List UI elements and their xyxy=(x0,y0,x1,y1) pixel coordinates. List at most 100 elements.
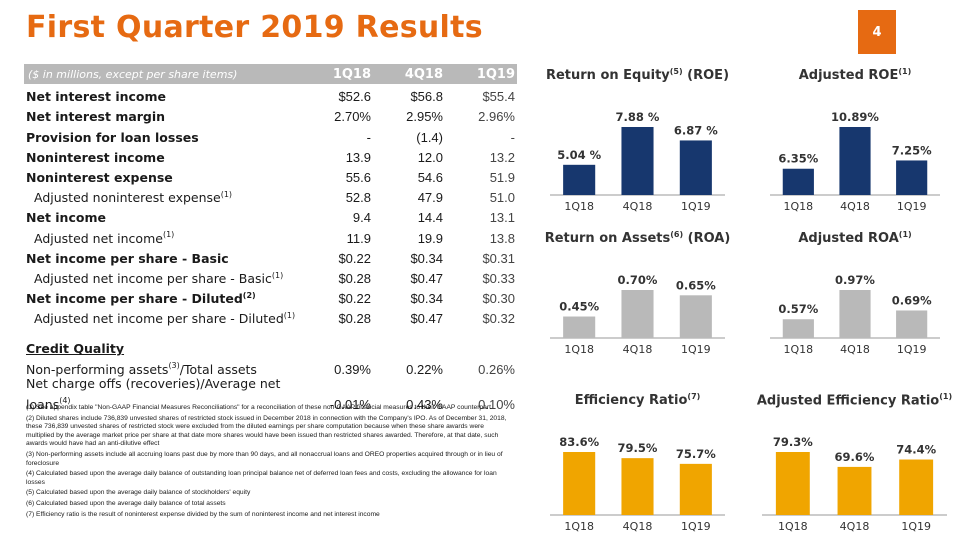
bar xyxy=(563,164,596,195)
row-label: Net charge offs (recoveries)/Average net… xyxy=(24,375,301,412)
credit-quality-heading: Credit Quality xyxy=(24,336,517,356)
table-row: Adjusted noninterest expense(1) 52.8 47.9 5… xyxy=(24,185,517,205)
footnote-ref: (5) xyxy=(669,67,683,76)
cell-value: 0.22% xyxy=(406,361,443,377)
cell-value: 2.96% xyxy=(478,109,515,125)
chart-title-text: Adjusted Efficiency Ratio xyxy=(756,393,940,409)
cell-value: $0.34 xyxy=(410,291,443,307)
cell-value: 51.0 xyxy=(489,190,515,206)
chart-title-text: Efficiency Ratio xyxy=(574,393,688,409)
bar xyxy=(621,290,654,338)
cell-value: 13.2 xyxy=(489,149,515,165)
page-title: First Quarter 2019 Results xyxy=(26,10,483,45)
cell-value: - xyxy=(366,129,371,145)
bar xyxy=(621,127,654,195)
cell-value: - xyxy=(510,129,515,145)
row-label: Net income xyxy=(24,210,301,225)
col-header-1q19: 1Q19 xyxy=(476,66,515,82)
tick-label: 1Q19 xyxy=(897,343,927,356)
cell-value: $0.22 xyxy=(338,291,371,307)
table-body: Net interest income $52.6 $56.8 $55.4 Net in… xyxy=(24,84,517,413)
footnote: (4) Calculated based upon the average da… xyxy=(26,470,497,486)
cell-value: 13.8 xyxy=(489,230,515,246)
cell-value: $0.32 xyxy=(482,311,515,327)
chart-adjusted-efficiency-ratio: Adjusted Efficiency Ratio(1) 79.3% 1Q18 69.… xyxy=(752,392,957,537)
row-label: Net interest income xyxy=(24,89,301,104)
data-label: 74.4% xyxy=(896,443,936,457)
data-label: 10.89% xyxy=(831,110,879,124)
row-label-text: Adjusted net income xyxy=(34,230,163,246)
footnote-ref: (1) xyxy=(898,230,912,239)
bar xyxy=(839,290,871,338)
cell-value: $52.6 xyxy=(338,89,371,105)
cell-value: 52.8 xyxy=(345,190,371,206)
data-label: 0.69% xyxy=(892,293,932,307)
bar xyxy=(839,127,871,195)
row-label: Adjusted net income(1) xyxy=(24,230,301,245)
footnote-ref: (7) xyxy=(687,392,701,401)
row-label-text: Net income per share - Diluted xyxy=(26,291,243,307)
row-label-text: Adjusted net income per share - Basic xyxy=(34,270,272,286)
cell-value: 55.6 xyxy=(345,169,371,185)
cell-value: 9.4 xyxy=(352,210,371,226)
col-header-1q18: 1Q18 xyxy=(332,66,371,82)
cell-value: 0.10% xyxy=(478,396,515,412)
footnote: (7) Efficiency ratio is the result of no… xyxy=(26,510,380,518)
row-label: Net income per share - Diluted(2) xyxy=(24,291,301,306)
row-label: Net income per share - Basic xyxy=(24,251,301,266)
cell-value: 0.43% xyxy=(406,396,443,412)
row-label-text: Net income xyxy=(26,210,106,226)
chart-title-text: Adjusted ROA xyxy=(798,231,899,247)
tick-label: 1Q19 xyxy=(897,200,927,213)
cell-value: 51.9 xyxy=(489,169,515,185)
footnote: (3) Non-performing assets include all ac… xyxy=(26,450,503,467)
row-label-text: Adjusted net income per share - Diluted xyxy=(34,311,284,327)
row-label-text: Net interest income xyxy=(26,89,166,105)
footnote-ref: (1) xyxy=(271,270,284,280)
row-label: Net interest margin xyxy=(24,109,301,124)
row-label: Noninterest expense xyxy=(24,170,301,185)
tick-label: 4Q18 xyxy=(623,200,653,213)
table-row: Net income per share - Basic $0.22 $0.34 $0… xyxy=(24,246,517,266)
data-label: 0.97% xyxy=(835,273,875,287)
row-label: Non-performing assets(3)/Total assets xyxy=(24,361,301,376)
cell-value: 2.95% xyxy=(406,109,443,125)
row-label-text: Net income per share - Basic xyxy=(26,250,229,266)
row-label: Adjusted net income per share - Basic(1) xyxy=(24,271,301,286)
chart-title: Adjusted ROE(1) xyxy=(760,67,950,83)
data-label: 69.6% xyxy=(835,450,875,464)
bar xyxy=(775,452,810,515)
chart-efficiency-ratio: Efficiency Ratio(7) 83.6% 1Q18 79.5% 4Q18 75.… xyxy=(540,392,735,537)
credit-quality-label: Credit Quality xyxy=(26,341,125,357)
tick-label: 1Q19 xyxy=(681,343,711,356)
tick-label: 1Q18 xyxy=(784,343,814,356)
data-label: 79.3% xyxy=(773,435,813,449)
row-label: Adjusted net income per share - Diluted(… xyxy=(24,311,301,326)
cell-value: 19.9 xyxy=(417,230,443,246)
row-label-suffix: /Total assets xyxy=(179,361,257,377)
footnote-ref: (2) xyxy=(242,290,256,300)
tick-label: 4Q18 xyxy=(840,200,870,213)
bar xyxy=(837,466,872,515)
bar-chart-svg: 0.45% 1Q18 0.70% 4Q18 0.65% 1Q19 xyxy=(550,273,725,356)
table-row: Net income 9.4 14.4 13.1 xyxy=(24,205,517,225)
bar xyxy=(679,463,712,515)
col-header-4q18: 4Q18 xyxy=(404,66,443,82)
footnote: (2) Diluted shares include 736,839 unves… xyxy=(26,414,507,448)
data-label: 83.6% xyxy=(559,435,599,449)
cell-value: $0.28 xyxy=(338,270,371,286)
cell-value: $0.22 xyxy=(338,250,371,266)
data-label: 6.87 % xyxy=(674,123,718,137)
chart-adjusted-roe: Adjusted ROE(1) 6.35% 1Q18 10.89% 4Q18 7.25% 1… xyxy=(760,67,950,217)
chart-title-suffix: (ROE) xyxy=(682,68,730,84)
cell-value: $0.47 xyxy=(410,311,443,327)
footnote-ref: (1) xyxy=(220,189,233,199)
table-row: Net income per share - Diluted(2) $0.22 $0… xyxy=(24,286,517,306)
credit-row: Non-performing assets(3)/Total assets 0.3… xyxy=(24,356,517,376)
table-row: Noninterest income 13.9 12.0 13.2 xyxy=(24,145,517,165)
credit-row: Net charge offs (recoveries)/Average net… xyxy=(24,375,517,413)
cell-value: $56.8 xyxy=(410,89,443,105)
row-label-text: Net interest margin xyxy=(26,109,166,125)
footnote-ref: (1) xyxy=(898,67,912,76)
cell-value: 13.9 xyxy=(345,149,371,165)
